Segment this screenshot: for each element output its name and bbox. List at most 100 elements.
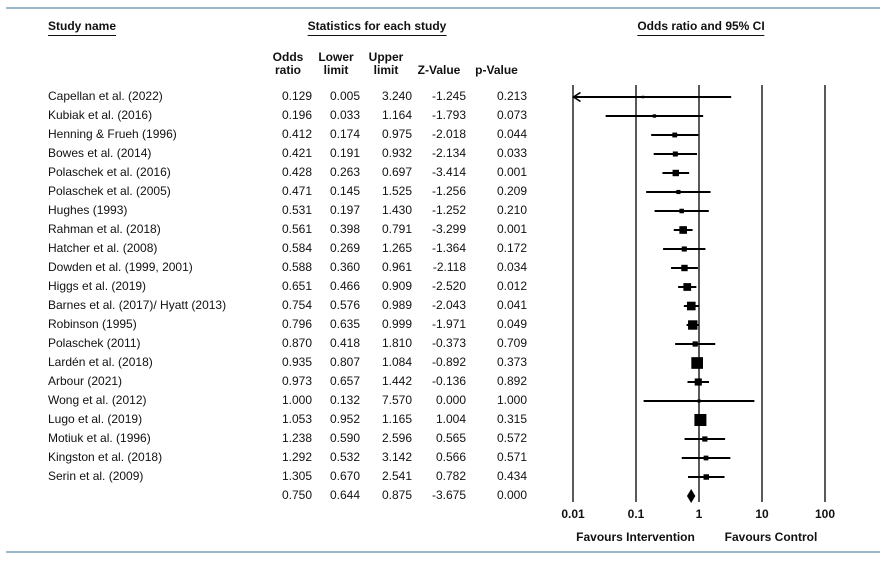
lower-limit-cell: 0.132	[329, 393, 360, 407]
z-value-cell: 0.782	[435, 469, 466, 483]
study-name-cell: Capellan et al. (2022)	[48, 89, 163, 103]
odds-ratio-cell: 1.292	[281, 450, 312, 464]
lower-limit-cell: 0.952	[329, 412, 360, 426]
upper-limit-cell: 0.961	[381, 260, 412, 274]
odds-ratio-cell: 0.935	[281, 355, 312, 369]
study-name-cell: Arbour (2021)	[48, 374, 123, 388]
odds-ratio-cell: 0.754	[281, 298, 312, 312]
study-row: Kubiak et al. (2016) 0.196 0.033 1.164 -1.79…	[0, 106, 545, 125]
effect-square	[679, 226, 688, 234]
p-value-cell: 0.210	[496, 203, 527, 217]
lower-limit-cell: 0.576	[329, 298, 360, 312]
z-value-cell: -1.793	[431, 108, 466, 122]
p-value-cell: 0.572	[496, 431, 527, 445]
study-row: Wong et al. (2012) 1.000 0.132 7.570 0.000 1.…	[0, 391, 545, 410]
odds-ratio-cell: 0.412	[281, 127, 312, 141]
study-name-cell: Hughes (1993)	[48, 203, 128, 217]
z-value-cell: -1.256	[431, 184, 466, 198]
effect-square	[676, 189, 681, 195]
p-value-cell: 0.571	[496, 450, 527, 464]
study-row: Lardén et al. (2018) 0.935 0.807 1.084 -0.89…	[0, 353, 545, 372]
p-value-cell: 0.044	[496, 127, 527, 141]
effect-square	[694, 378, 702, 386]
odds-ratio-cell: 0.421	[281, 146, 312, 160]
study-row: Barnes et al. (2017)/ Hyatt (2013) 0.754 0…	[0, 296, 545, 315]
z-value-cell: -2.018	[431, 127, 466, 141]
z-value-cell: -3.299	[431, 222, 466, 236]
upper-limit-cell: 7.570	[381, 393, 412, 407]
p-value-cell: 0.001	[496, 222, 527, 236]
study-name-cell: Bowes et al. (2014)	[48, 146, 152, 160]
upper-limit-cell: 1.430	[381, 203, 412, 217]
effect-square	[681, 264, 688, 272]
lower-limit-cell: 0.418	[329, 336, 360, 350]
lower-limit-cell: 0.005	[329, 89, 360, 103]
z-value-cell: -1.245	[431, 89, 466, 103]
lower-limit-cell: 0.191	[329, 146, 360, 160]
upper-limit-cell: 1.442	[381, 374, 412, 388]
z-value-cell: -2.043	[431, 298, 466, 312]
lower-limit-cell: 0.590	[329, 431, 360, 445]
study-row: Robinson (1995) 0.796 0.635 0.999 -1.971 0.04…	[0, 315, 545, 334]
effect-square	[703, 474, 710, 480]
z-value-column-header: Z-Value	[417, 63, 461, 77]
p-value-cell: 0.012	[496, 279, 527, 293]
study-row: Polaschek et al. (2005) 0.471 0.145 1.525 -1…	[0, 182, 545, 201]
p-value-cell: 0.073	[496, 108, 527, 122]
z-value-cell: -3.414	[431, 165, 466, 179]
z-value-cell: -0.136	[431, 374, 466, 388]
study-name-cell: Robinson (1995)	[48, 317, 137, 331]
study-row: Motiuk et al. (1996) 1.238 0.590 2.596 0.565…	[0, 429, 545, 448]
z-value-cell: -2.134	[431, 146, 466, 160]
study-row: Polaschek (2011) 0.870 0.418 1.810 -0.373 0.7…	[0, 334, 545, 353]
z-value-cell: -0.892	[431, 355, 466, 369]
odds-ratio-cell: 0.196	[281, 108, 312, 122]
upper-limit-cell: 2.541	[381, 469, 412, 483]
odds-ratio-cell: 1.000	[281, 393, 312, 407]
upper-limit-cell: 0.697	[381, 165, 412, 179]
study-name-cell: Dowden et al. (1999, 2001)	[48, 260, 193, 274]
upper-limit-cell: 0.975	[381, 127, 412, 141]
lower-limit-column-header: Lower limit	[318, 50, 354, 77]
lower-limit-cell: 0.360	[329, 260, 360, 274]
study-name-cell: Polaschek et al. (2005)	[48, 184, 171, 198]
upper-limit-cell: 1.810	[381, 336, 412, 350]
study-row: Hughes (1993) 0.531 0.197 1.430 -1.252 0.210	[0, 201, 545, 220]
study-name-cell: Henning & Frueh (1996)	[48, 127, 177, 141]
upper-limit-cell: 3.142	[381, 450, 412, 464]
odds-ratio-cell: 0.973	[281, 374, 312, 388]
upper-limit-column-header: Upper limit	[368, 50, 404, 77]
study-row: Lugo et al. (2019) 1.053 0.952 1.165 1.004 0.…	[0, 410, 545, 429]
effect-square	[692, 341, 698, 347]
odds-ratio-cell: 0.651	[281, 279, 312, 293]
odds-ratio-cell: 0.561	[281, 222, 312, 236]
lower-limit-cell: 0.635	[329, 317, 360, 331]
x-tick-label: 100	[815, 507, 835, 521]
upper-limit-cell: 1.525	[381, 184, 412, 198]
odds-ratio-cell: 1.305	[281, 469, 312, 483]
lower-limit-cell: 0.398	[329, 222, 360, 236]
study-name-cell: Motiuk et al. (1996)	[48, 431, 151, 445]
study-row: Bowes et al. (2014) 0.421 0.191 0.932 -2.134…	[0, 144, 545, 163]
z-value-cell: -2.520	[431, 279, 466, 293]
lower-limit-cell: 0.197	[329, 203, 360, 217]
odds-ratio-cell: 0.584	[281, 241, 312, 255]
study-row: Hatcher et al. (2008) 0.584 0.269 1.265 -1.3…	[0, 239, 545, 258]
x-tick-label: 0.01	[561, 507, 585, 521]
upper-limit-cell: 1.084	[381, 355, 412, 369]
z-value-cell: -3.675	[431, 488, 466, 502]
upper-limit-cell: 1.265	[381, 241, 412, 255]
study-row: Arbour (2021) 0.973 0.657 1.442 -0.136 0.892	[0, 372, 545, 391]
effect-square	[703, 455, 709, 461]
favours-intervention-label: Favours Intervention	[576, 530, 695, 544]
study-row: Dowden et al. (1999, 2001) 0.588 0.360 0.96…	[0, 258, 545, 277]
study-name-header: Study name	[48, 19, 117, 36]
p-value-cell: 0.172	[496, 241, 527, 255]
study-name-cell: Barnes et al. (2017)/ Hyatt (2013)	[48, 298, 227, 312]
p-value-cell: 0.033	[496, 146, 527, 160]
left-arrow-icon	[572, 91, 581, 103]
p-value-cell: 0.315	[496, 412, 527, 426]
z-value-cell: 0.000	[435, 393, 466, 407]
z-value-cell: 0.566	[435, 450, 466, 464]
